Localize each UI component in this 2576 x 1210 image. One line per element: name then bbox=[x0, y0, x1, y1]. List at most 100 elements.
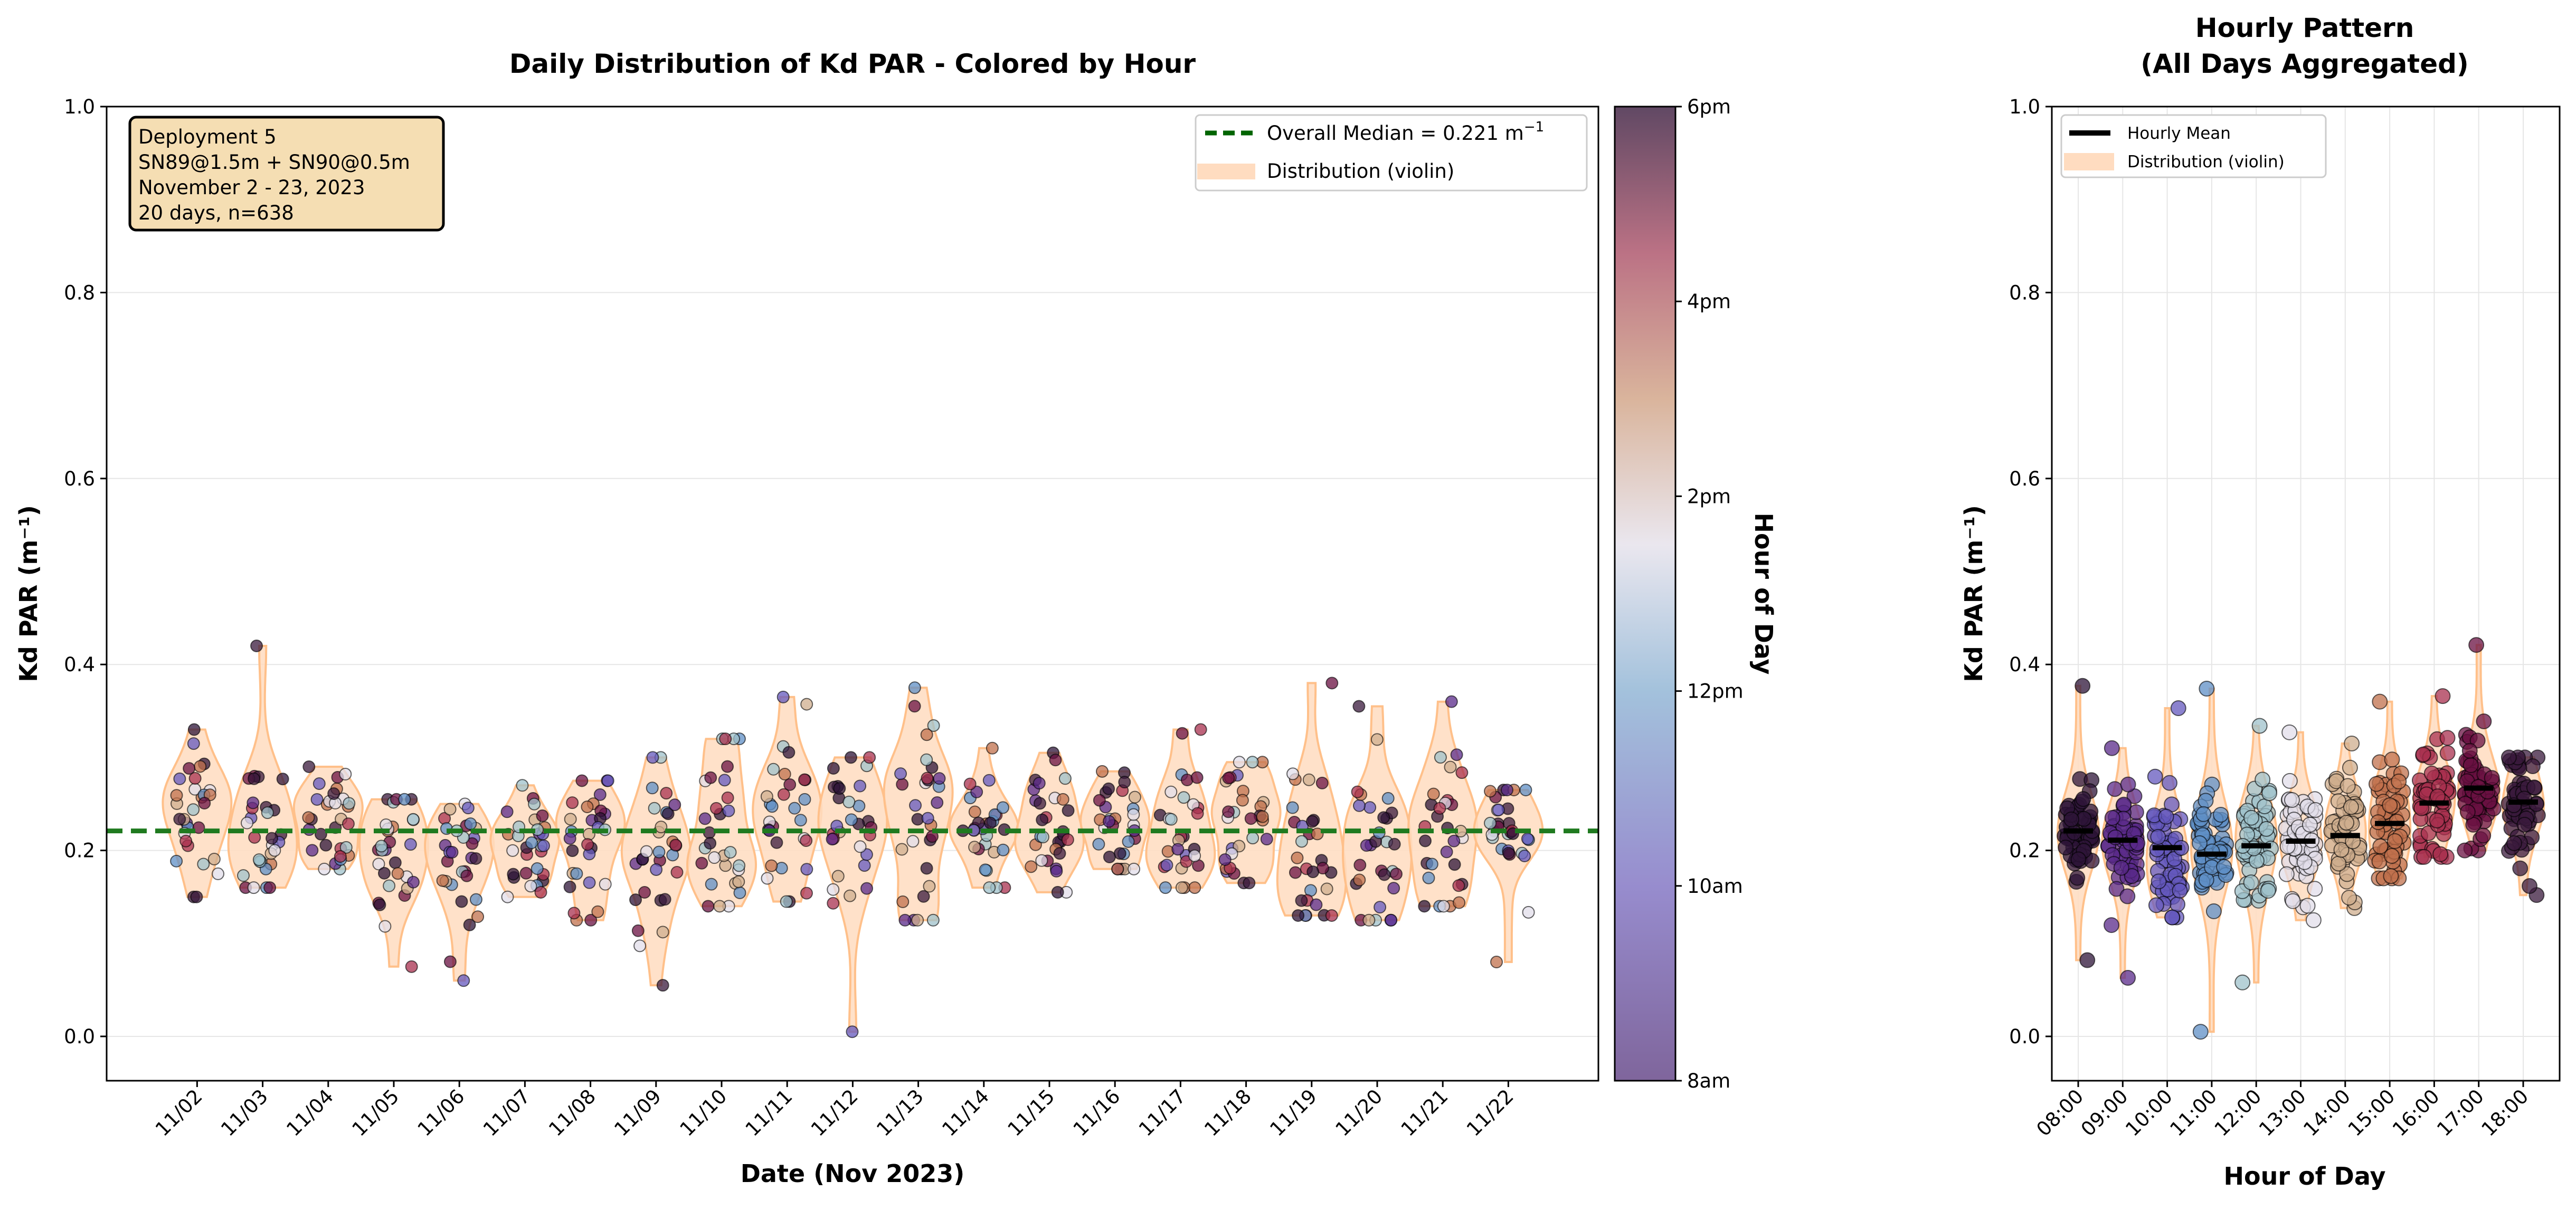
data-point bbox=[501, 890, 514, 903]
data-point bbox=[920, 862, 933, 875]
data-point bbox=[2213, 806, 2229, 823]
data-point bbox=[1291, 851, 1304, 864]
data-point bbox=[2107, 781, 2123, 797]
data-point bbox=[908, 700, 921, 713]
data-point bbox=[469, 852, 482, 865]
data-point bbox=[1378, 868, 1391, 881]
data-point bbox=[2339, 866, 2355, 882]
data-point bbox=[2164, 909, 2181, 926]
daily-y-axis-label: Kd PAR (m⁻¹) bbox=[14, 505, 43, 682]
data-point bbox=[1521, 832, 1534, 845]
data-point bbox=[761, 872, 774, 885]
data-point bbox=[770, 836, 783, 849]
data-point bbox=[863, 751, 876, 764]
data-point bbox=[845, 813, 858, 826]
data-point bbox=[923, 880, 936, 893]
data-point bbox=[917, 890, 930, 903]
data-point bbox=[2501, 749, 2517, 766]
data-point bbox=[443, 955, 457, 968]
data-point bbox=[1111, 862, 1124, 875]
data-point bbox=[1440, 845, 1453, 859]
data-point bbox=[1289, 866, 1302, 879]
data-point bbox=[2147, 768, 2163, 785]
data-point bbox=[1502, 846, 1515, 860]
data-point bbox=[1171, 843, 1185, 856]
data-point bbox=[2439, 730, 2456, 746]
data-point bbox=[1246, 756, 1259, 769]
data-point bbox=[854, 840, 867, 853]
data-point bbox=[2372, 838, 2389, 854]
violin-legend-label: Distribution (violin) bbox=[1267, 160, 1454, 183]
data-point bbox=[2191, 835, 2208, 851]
data-point bbox=[798, 793, 811, 806]
data-point bbox=[2075, 791, 2091, 807]
annotation-line: November 2 - 23, 2023 bbox=[138, 176, 365, 199]
daily-violin bbox=[227, 645, 298, 889]
data-point bbox=[2192, 1024, 2209, 1040]
data-point bbox=[1484, 785, 1497, 798]
data-point bbox=[827, 897, 840, 910]
data-point bbox=[854, 779, 867, 793]
data-point bbox=[190, 890, 203, 903]
data-point bbox=[1381, 792, 1395, 805]
data-point bbox=[2234, 974, 2251, 990]
y-tick-label: 0.6 bbox=[64, 468, 95, 490]
colorbar-gradient bbox=[1615, 107, 1675, 1081]
y-tick-label: 0.2 bbox=[2009, 840, 2040, 862]
x-tick-label: 11/08 bbox=[544, 1085, 600, 1141]
data-point bbox=[2278, 866, 2295, 882]
data-point bbox=[858, 859, 871, 872]
data-point bbox=[2423, 765, 2440, 782]
data-point bbox=[1353, 873, 1366, 887]
x-tick-label: 11/07 bbox=[479, 1085, 535, 1141]
data-point bbox=[782, 746, 795, 759]
data-point bbox=[2525, 758, 2541, 775]
data-point bbox=[1128, 862, 1141, 875]
x-tick-label: 16:00 bbox=[2388, 1085, 2444, 1141]
data-point bbox=[314, 827, 327, 841]
data-point bbox=[833, 782, 846, 795]
data-point bbox=[2070, 851, 2087, 868]
data-point bbox=[1034, 797, 1047, 810]
data-point bbox=[713, 900, 726, 913]
data-point bbox=[1118, 776, 1131, 789]
data-point bbox=[575, 774, 589, 787]
daily-legend: Overall Median = 0.221 m−1 Distribution … bbox=[1195, 114, 1588, 192]
colorbar-tick-label: 6pm bbox=[1687, 96, 1731, 118]
y-tick-label: 0.8 bbox=[2009, 281, 2040, 304]
hourly-y-axis-label: Kd PAR (m⁻¹) bbox=[1959, 505, 1988, 682]
data-point bbox=[670, 865, 684, 879]
data-point bbox=[1362, 913, 1376, 927]
data-point bbox=[1522, 906, 1535, 919]
data-point bbox=[2506, 835, 2522, 851]
data-point bbox=[2172, 882, 2188, 899]
data-point bbox=[566, 844, 579, 858]
data-point bbox=[1418, 900, 1431, 913]
data-point bbox=[1437, 900, 1450, 913]
data-point bbox=[404, 838, 417, 851]
data-point bbox=[2341, 890, 2357, 906]
data-point bbox=[1102, 782, 1115, 795]
data-point bbox=[187, 803, 200, 816]
data-point bbox=[567, 907, 581, 920]
data-point bbox=[2415, 746, 2431, 763]
data-point bbox=[327, 787, 340, 800]
data-point bbox=[1484, 816, 1497, 830]
data-point bbox=[463, 918, 476, 931]
data-point bbox=[2124, 868, 2140, 884]
data-point bbox=[920, 753, 933, 766]
data-point bbox=[646, 751, 659, 764]
data-point bbox=[373, 898, 386, 911]
data-point bbox=[2251, 718, 2268, 734]
data-point bbox=[1222, 771, 1235, 785]
data-point bbox=[389, 856, 402, 869]
data-point bbox=[800, 863, 813, 876]
data-point bbox=[633, 939, 647, 952]
data-point bbox=[173, 813, 186, 826]
data-point bbox=[194, 760, 207, 773]
data-point bbox=[1427, 787, 1440, 801]
data-point bbox=[2384, 848, 2400, 864]
data-point bbox=[920, 728, 933, 741]
data-point bbox=[1058, 772, 1072, 785]
data-point bbox=[794, 814, 807, 827]
